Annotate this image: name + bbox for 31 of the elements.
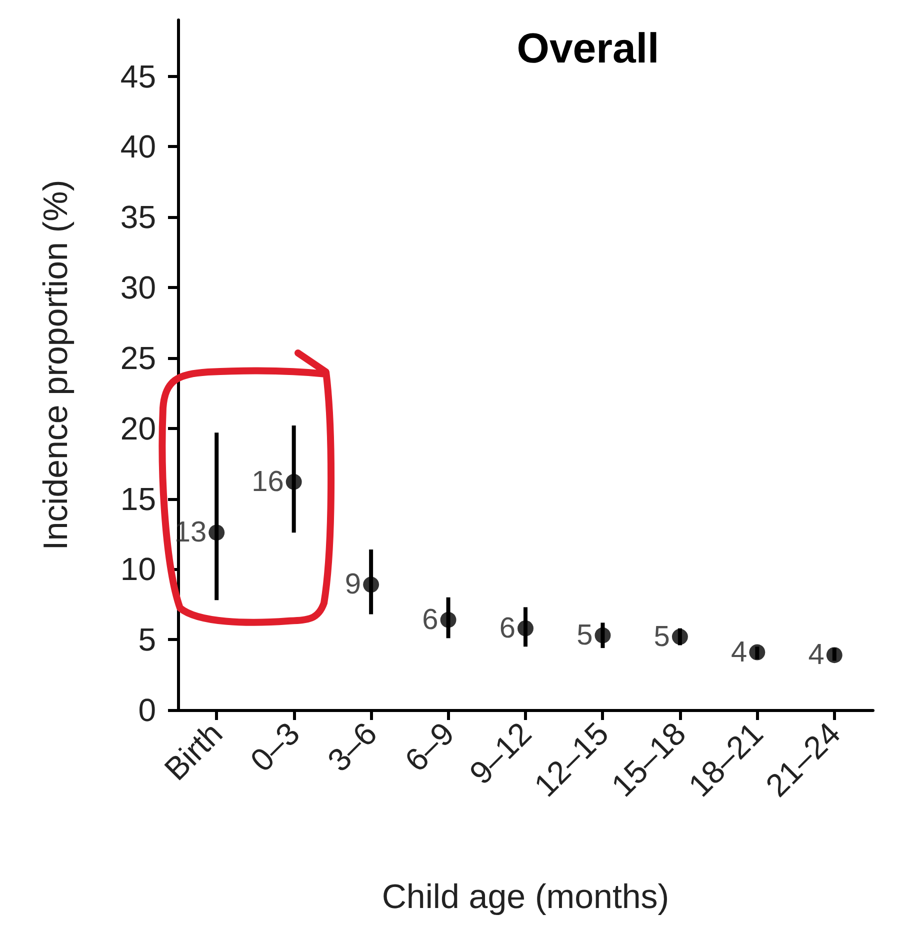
y-tick-label: 15 <box>120 480 156 517</box>
data-label: 4 <box>731 636 748 668</box>
point <box>826 647 842 664</box>
y-axis-title: Incidence proportion (%) <box>37 180 75 550</box>
point <box>594 627 611 644</box>
y-tick-label: 20 <box>120 410 156 446</box>
x-axis-title: Child age (months) <box>382 878 670 916</box>
x-tick-label: Birth <box>157 715 230 788</box>
y-tick-label: 40 <box>120 128 156 165</box>
data-label: 5 <box>576 619 593 652</box>
data-label: 5 <box>654 620 670 653</box>
point <box>749 644 766 660</box>
data-label: 6 <box>422 604 438 636</box>
chart-title: Overall <box>516 24 660 72</box>
point <box>518 620 534 636</box>
y-tick-label: 10 <box>120 551 156 588</box>
y-tick-label: 30 <box>120 270 156 306</box>
data-label: 4 <box>808 639 824 672</box>
point <box>672 628 688 645</box>
point <box>440 612 456 628</box>
data-label: 9 <box>344 568 362 601</box>
x-tick-label: 3–6 <box>320 715 384 778</box>
y-tick-label: 0 <box>138 692 156 728</box>
point <box>363 576 380 593</box>
y-tick-label: 45 <box>120 58 156 94</box>
data-label: 6 <box>499 612 516 644</box>
y-tick-label: 35 <box>120 199 156 236</box>
x-tick-label: 6–9 <box>398 715 462 778</box>
x-tick-label: 0–3 <box>243 715 307 778</box>
y-tick-label: 5 <box>138 622 156 658</box>
y-tick-label: 25 <box>120 340 156 376</box>
